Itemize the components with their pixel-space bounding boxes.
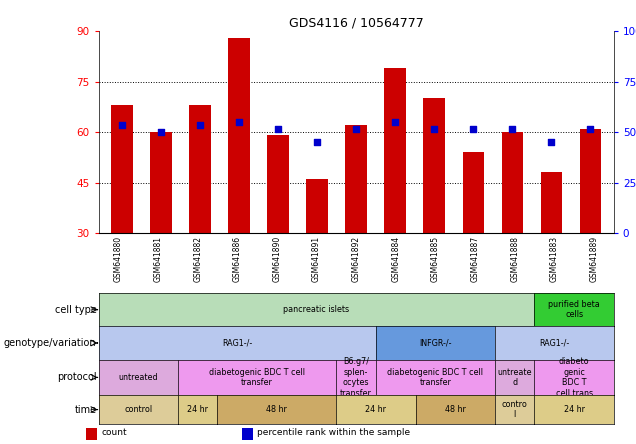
Point — [507, 125, 517, 132]
Text: contro
l: contro l — [502, 400, 528, 419]
Text: GSM641883: GSM641883 — [550, 236, 559, 282]
Text: GSM641882: GSM641882 — [193, 236, 202, 282]
Text: GSM641887: GSM641887 — [471, 236, 480, 282]
Point — [156, 129, 166, 136]
Text: diabetogenic BDC T cell
transfer: diabetogenic BDC T cell transfer — [209, 368, 305, 387]
Text: count: count — [102, 428, 127, 437]
Text: untreated: untreated — [118, 373, 158, 382]
Bar — [462, 152, 484, 233]
Text: RAG1-/-: RAG1-/- — [539, 338, 569, 348]
Point — [546, 139, 556, 146]
Bar — [384, 68, 406, 233]
Point — [468, 125, 478, 132]
Bar — [307, 179, 328, 233]
Bar — [579, 129, 601, 233]
Text: 48 hr: 48 hr — [266, 405, 287, 414]
Text: diabetogenic BDC T cell
transfer: diabetogenic BDC T cell transfer — [387, 368, 483, 387]
Bar — [345, 125, 367, 233]
Point — [585, 125, 595, 132]
Text: genotype/variation: genotype/variation — [4, 338, 97, 348]
Text: GSM641889: GSM641889 — [590, 236, 598, 282]
Bar — [150, 132, 172, 233]
Text: GSM641890: GSM641890 — [272, 236, 281, 282]
Point — [195, 122, 205, 129]
Point — [273, 125, 283, 132]
Bar — [190, 105, 211, 233]
Text: RAG1-/-: RAG1-/- — [222, 338, 252, 348]
Text: GSM641891: GSM641891 — [312, 236, 321, 282]
Text: cell type: cell type — [55, 305, 97, 315]
Text: GSM641888: GSM641888 — [510, 236, 519, 282]
Bar — [502, 132, 523, 233]
Bar — [541, 173, 562, 233]
Bar — [267, 135, 289, 233]
Text: untreate
d: untreate d — [497, 368, 532, 387]
Text: control: control — [124, 405, 152, 414]
Bar — [86, 428, 97, 440]
Text: pancreatic islets: pancreatic islets — [284, 305, 350, 314]
Text: time: time — [74, 404, 97, 415]
Text: GSM641884: GSM641884 — [391, 236, 400, 282]
Point — [351, 125, 361, 132]
Text: 24 hr: 24 hr — [366, 405, 387, 414]
Text: GSM641880: GSM641880 — [114, 236, 123, 282]
Bar — [424, 99, 445, 233]
Text: GSM641892: GSM641892 — [352, 236, 361, 282]
Point — [117, 122, 127, 129]
Point — [429, 125, 439, 132]
Text: 24 hr: 24 hr — [563, 405, 584, 414]
Text: percentile rank within the sample: percentile rank within the sample — [257, 428, 410, 437]
Bar — [228, 38, 250, 233]
Text: 48 hr: 48 hr — [445, 405, 466, 414]
Text: GSM641886: GSM641886 — [233, 236, 242, 282]
Text: 24 hr: 24 hr — [187, 405, 208, 414]
Point — [390, 119, 400, 126]
Bar — [242, 428, 252, 440]
Text: GSM641881: GSM641881 — [153, 236, 163, 282]
Text: GSM641885: GSM641885 — [431, 236, 440, 282]
Title: GDS4116 / 10564777: GDS4116 / 10564777 — [289, 17, 424, 30]
Point — [234, 119, 244, 126]
Text: B6.g7/
splen-
ocytes
transfer: B6.g7/ splen- ocytes transfer — [340, 357, 372, 397]
Bar — [111, 105, 133, 233]
Text: INFGR-/-: INFGR-/- — [419, 338, 452, 348]
Text: diabeto
genic
BDC T
cell trans: diabeto genic BDC T cell trans — [556, 357, 593, 397]
Text: purified beta
cells: purified beta cells — [548, 300, 600, 319]
Text: protocol: protocol — [57, 373, 97, 382]
Point — [312, 139, 322, 146]
